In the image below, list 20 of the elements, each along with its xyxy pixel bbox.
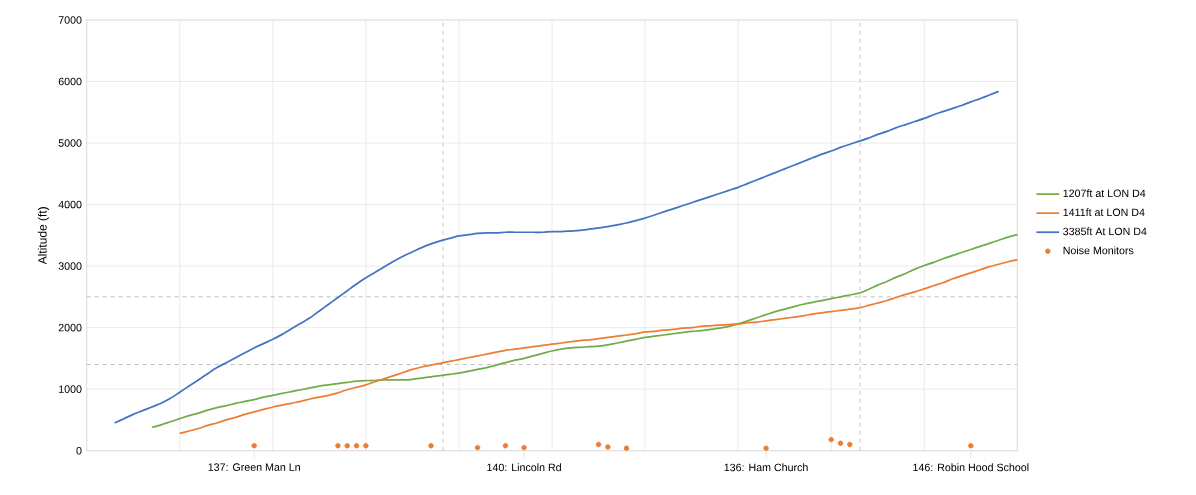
y-tick-label: 1000 [59,385,82,394]
y-tick-label: 4000 [58,200,82,209]
y-axis-title: Altitude (ft) [37,207,50,265]
legend-label: Noise Monitors [1063,246,1134,255]
legend-label: 3385ft At LON D4 [1063,227,1147,236]
line-series [178,259,1019,435]
y-tick-label: 3000 [58,262,82,271]
legend-label: 1207ft at LON D4 [1063,189,1146,198]
x-tick-label: 136: Ham Church [724,463,808,472]
legend-label: 1411ft at LON D4 [1063,208,1145,217]
x-tick-label: 146: Robin Hood School [913,463,1029,472]
y-tick-label: 5000 [58,139,82,147]
y-tick-label: 0 [76,447,82,455]
line-series [113,90,1000,425]
y-tick-label: 2000 [58,324,82,332]
line-series [150,234,1019,429]
x-tick-label: 140: Lincoln Rd [487,463,561,472]
x-tick-label: 137: Green Man Ln [208,463,300,472]
y-tick-label: 7000 [58,16,82,24]
y-tick-label: 6000 [58,77,82,86]
